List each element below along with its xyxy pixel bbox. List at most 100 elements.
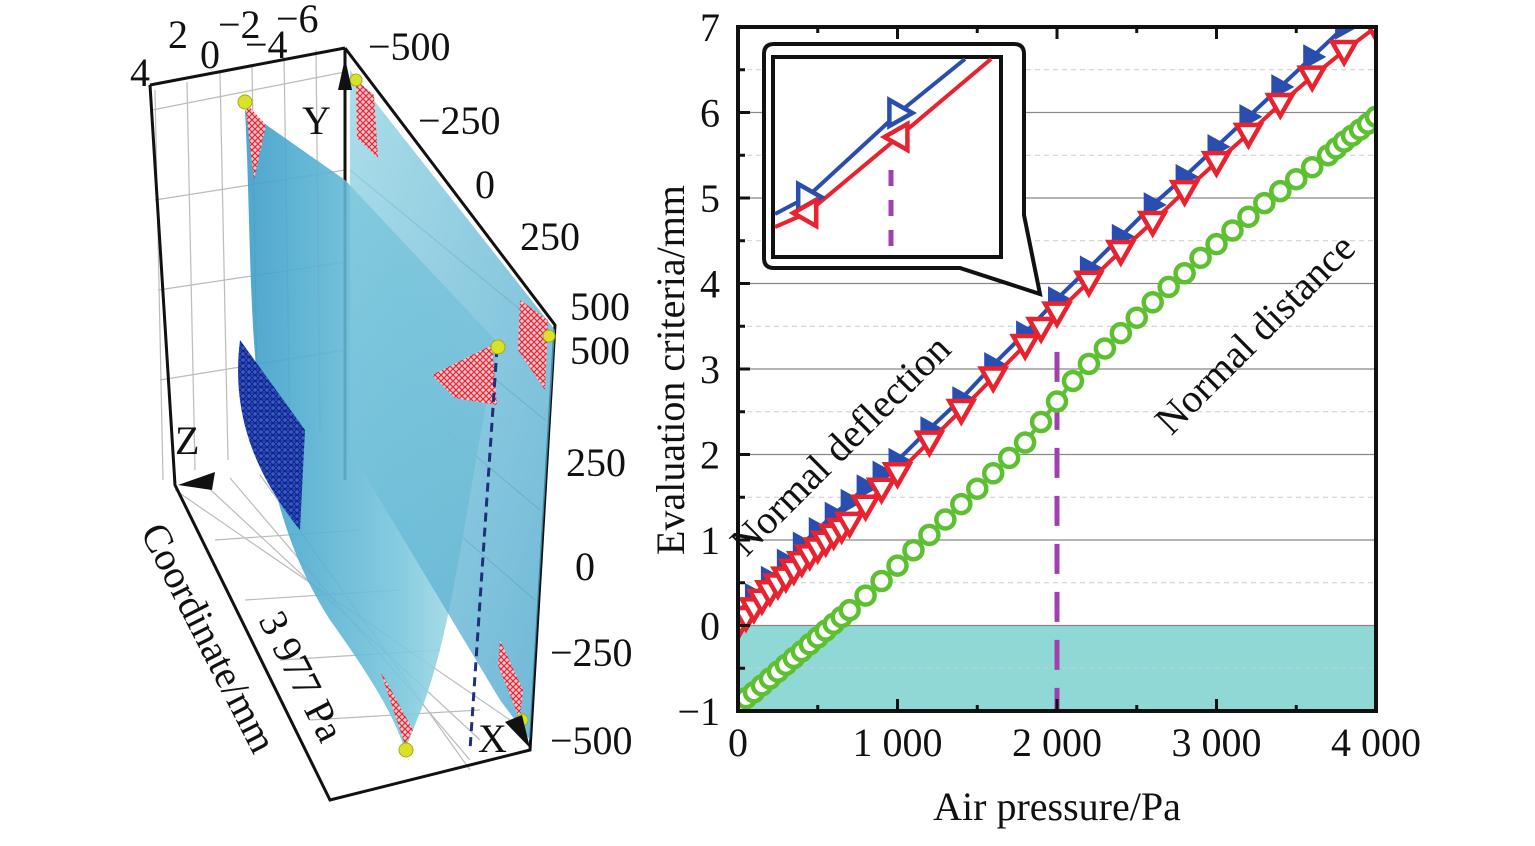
data-point-circle [838,598,861,622]
data-point-circle [1364,105,1376,129]
data-point-circle [1300,155,1324,179]
red-mesh-bottom [380,670,413,745]
x-tick-label: 0 [728,720,748,765]
y-tick-label: 7 [700,5,720,50]
data-point-triangle-down [1264,92,1297,121]
data-point-triangle-right [1271,74,1295,100]
y-tick-label: 1 [700,518,720,563]
data-point-triangle-down [1136,210,1169,239]
red-mesh-right [518,300,548,390]
red-mesh-top-right [356,80,378,158]
data-point-triangle-right [1303,44,1327,70]
data-point-triangle-right [1239,104,1263,130]
tick-label: 0 [575,544,595,589]
tick-label: −250 [550,630,633,675]
top-axis-ticks: 4 2 0 −2 −4 −6 [130,0,319,95]
data-point-triangle-down [945,398,978,427]
data-point-triangle-down [1009,333,1041,362]
marker-sphere [398,742,414,758]
data-point-circle [1061,369,1085,393]
tick-label: −500 [550,718,633,763]
tick-label: 4 [130,50,150,95]
data-point-circle [1141,291,1164,314]
tick-label: −2 [218,2,261,47]
data-point-triangle-down [1296,65,1329,94]
y-tick-label: 6 [700,91,720,136]
y-axis-arrow-icon [338,58,352,90]
surface-3d-svg: 4 2 0 −2 −4 −6 −500 −250 0 250 500 500 2… [130,0,633,802]
data-point-triangle-down [1104,239,1137,268]
tick-label: 0 [475,162,495,207]
data-point-circle [1013,431,1037,454]
data-point-triangle-down [881,462,914,490]
y-tick-label: 2 [700,433,720,478]
data-point-circle [1285,167,1308,191]
x-tick-label: 4 000 [1331,720,1421,765]
data-point-circle [997,446,1021,470]
y-tick-label: 0 [700,604,720,649]
data-point-circle [1045,390,1069,413]
data-point-circle [1109,321,1133,345]
data-point-triangle-down [865,477,898,506]
data-point-triangle-down [1073,270,1105,299]
tick-label: 500 [570,284,630,329]
data-point-circle [1173,261,1196,285]
x-axis-ticks: 500 250 0 −250 −500 [550,328,633,763]
y-axis-ticks: −500 −250 0 250 500 [368,24,630,329]
x-axis-label: X [478,716,507,761]
x-tick-label: 3 000 [1172,720,1262,765]
surface-3d-panel: 4 2 0 −2 −4 −6 −500 −250 0 250 500 500 2… [0,0,640,841]
data-point-circle [1157,275,1180,299]
data-point-circle [854,584,877,607]
inset-triangle-left [788,196,819,230]
data-point-circle [918,523,941,547]
z-axis-arrow-icon [178,472,215,490]
data-point-circle [1077,352,1101,376]
y-axis-title: Evaluation criteria/mm [648,185,693,555]
data-point-circle [950,492,973,516]
data-point-triangle-down [1041,301,1073,330]
inset-triangle-right [887,96,917,130]
y-tick-label: −1 [677,689,720,734]
y-axis-label: Y [302,98,331,143]
tick-label: 250 [520,214,580,259]
data-point-circle [966,477,989,500]
z-axis-label: Z [175,418,199,463]
data-point-triangle-down [913,430,946,459]
data-point-circle [1125,306,1148,329]
y-tick-label: 5 [700,176,720,221]
data-point-triangle-down [1168,179,1201,208]
marker-sphere [542,329,556,343]
inset-triangle-left [879,120,910,154]
data-point-triangle-right [1143,192,1167,218]
y-tick-label: 4 [700,262,720,307]
data-point-circle [1189,246,1212,270]
data-point-circle [934,508,957,531]
data-point-circle [1205,232,1228,256]
data-point-triangle-down [833,511,866,540]
red-mesh-top-left [245,102,266,180]
data-point-circle [1269,179,1292,203]
red-mesh-mid [432,345,497,405]
data-point-circle [902,539,925,562]
dashed-projection-line [468,347,499,751]
data-point-circle [1221,219,1244,242]
inset-plot-frame [771,55,1003,259]
surface-fold [238,340,305,530]
data-point-triangle-down [1328,39,1360,68]
data-point-circle [886,554,909,577]
data-point-circle [981,462,1005,485]
inset-red-line [774,57,993,229]
data-point-triangle-down [1232,122,1265,151]
marker-sphere [490,339,506,355]
x-tick-label: 2 000 [1012,720,1102,765]
data-point-triangle-down [1200,150,1233,179]
data-point-triangle-down [977,366,1010,395]
y-tick-label: 3 [700,347,720,392]
marker-sphere [237,94,253,110]
data-point-triangle-right [1335,27,1359,40]
data-point-circle [1253,191,1276,215]
data-point-triangle-right [1368,0,1388,12]
